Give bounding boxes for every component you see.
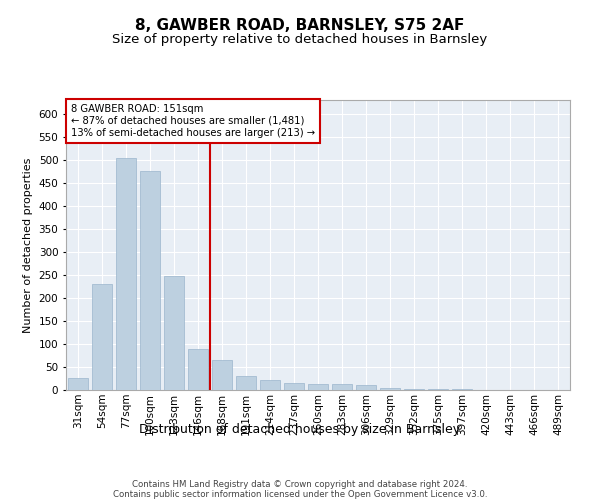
Bar (140, 172, 160, 390)
Bar (404, 388, 424, 390)
Bar (236, 376, 256, 390)
Bar (380, 388, 400, 390)
Bar (284, 383, 304, 390)
Bar (116, 158, 136, 390)
Text: 8 GAWBER ROAD: 151sqm
← 87% of detached houses are smaller (1,481)
13% of semi-d: 8 GAWBER ROAD: 151sqm ← 87% of detached … (71, 104, 315, 138)
Text: Size of property relative to detached houses in Barnsley: Size of property relative to detached ho… (112, 32, 488, 46)
Bar (356, 386, 376, 390)
Bar (428, 388, 448, 390)
Bar (260, 380, 280, 390)
Bar (452, 389, 472, 390)
Bar (164, 276, 184, 390)
Text: 8, GAWBER ROAD, BARNSLEY, S75 2AF: 8, GAWBER ROAD, BARNSLEY, S75 2AF (136, 18, 464, 32)
Text: Distribution of detached houses by size in Barnsley: Distribution of detached houses by size … (139, 422, 461, 436)
Bar (332, 384, 352, 390)
Bar (308, 384, 328, 390)
Bar (92, 284, 112, 390)
Bar (212, 360, 232, 390)
Y-axis label: Number of detached properties: Number of detached properties (23, 158, 33, 332)
Bar (68, 378, 88, 390)
Bar (188, 350, 208, 390)
Text: Contains HM Land Registry data © Crown copyright and database right 2024.
Contai: Contains HM Land Registry data © Crown c… (113, 480, 487, 500)
